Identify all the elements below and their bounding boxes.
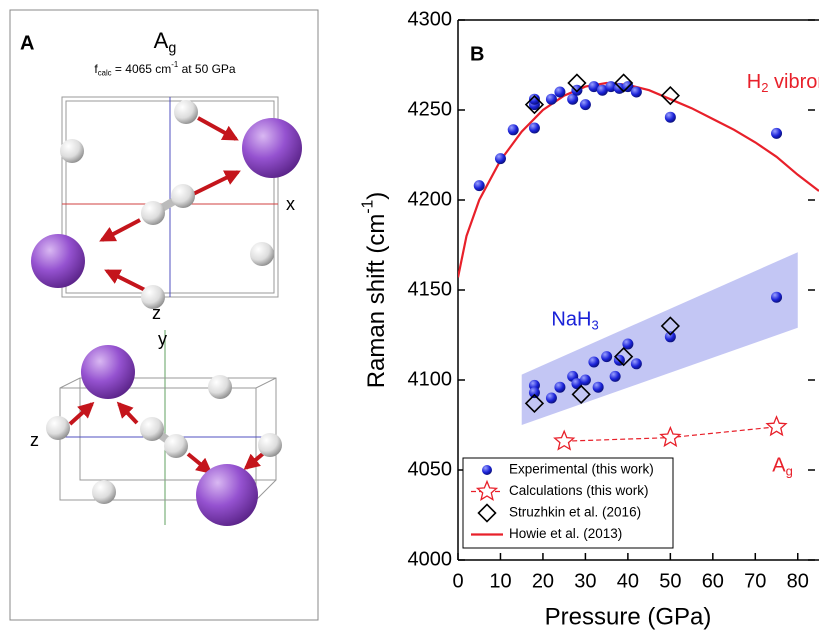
data-point [474,180,485,191]
confidence-band [522,252,798,425]
series-line [458,83,819,277]
figure: A Ag fcalc = 4065 cm-1 at 50 GPa x z [0,0,819,634]
panel-label: B [470,43,484,65]
axis-letter: y [158,329,167,349]
data-point [771,128,782,139]
text-part: Raman shift (cm [363,214,390,389]
x-tick-label: 70 [744,570,766,592]
y-axis-label: Raman shift (cm-1) [360,192,391,389]
data-point [580,375,591,386]
text-part: A [154,28,169,53]
x-tick-label: 50 [659,570,681,592]
text-part: H [747,71,761,93]
text-part: = 4065 cm [112,62,172,76]
data-point [661,428,680,446]
text-part: calc [98,69,112,78]
legend-marker [482,465,492,475]
text-part: at 50 GPa [178,62,236,76]
text-part: vibron [768,71,819,93]
data-point [508,124,519,135]
axis-letter: x [286,194,295,214]
legend-label: Calculations (this work) [509,483,649,498]
plot-area [458,83,819,441]
data-point [555,431,574,449]
data-point [580,99,591,110]
data-point [610,371,621,382]
data-point [665,331,676,342]
data-point [554,382,565,393]
data-point [495,153,506,164]
axis-letter: z [30,430,39,450]
data-point [529,387,540,398]
y-tick-label: 4300 [408,8,453,30]
data-point [601,351,612,362]
text-part: -1 [171,60,178,69]
x-tick-label: 80 [787,570,809,592]
axis-letter: z [152,303,161,323]
y-tick-label: 4250 [408,98,453,120]
panel-a: A Ag fcalc = 4065 cm-1 at 50 GPa x z [10,10,318,620]
x-tick-label: 0 [452,570,463,592]
data-point [546,94,557,105]
text-part: NaH [551,309,591,331]
annotation: Ag [772,455,793,479]
legend-label: Experimental (this work) [509,462,654,477]
data-point [665,112,676,123]
y-tick-label: 4150 [408,278,453,300]
legend-label: Struzhkin et al. (2016) [509,505,641,520]
data-point [529,123,540,134]
text-part: 2 [761,80,768,95]
data-point [593,382,604,393]
data-point [554,87,565,98]
panel-label: A [20,32,34,54]
y-tick-label: 4200 [408,188,453,210]
text-part: A [772,455,786,477]
x-tick-label: 20 [532,570,554,592]
text-part: -1 [360,200,377,214]
frequency-note: fcalc = 4065 cm-1 at 50 GPa [94,60,236,77]
text-part: g [786,464,793,479]
annotation: NaH3 [551,309,598,333]
mode-title: Ag [154,28,177,57]
data-point [771,292,782,303]
legend-label: Howie et al. (2013) [509,526,622,541]
data-point [588,357,599,368]
text-part: ) [363,192,390,200]
x-tick-label: 30 [574,570,596,592]
x-tick-label: 60 [702,570,724,592]
text-part: 3 [591,318,598,333]
data-point [571,85,582,96]
text-part: g [168,40,176,56]
data-point [767,417,786,435]
annotation: H2 vibron [747,71,819,95]
x-tick-label: 10 [489,570,511,592]
data-point [631,358,642,369]
data-point [546,393,557,404]
y-tick-label: 4100 [408,368,453,390]
data-point [631,87,642,98]
y-tick-label: 4050 [408,458,453,480]
x-axis-label: Pressure (GPa) [545,603,712,630]
x-tick-label: 40 [617,570,639,592]
y-tick-label: 4000 [408,548,453,570]
